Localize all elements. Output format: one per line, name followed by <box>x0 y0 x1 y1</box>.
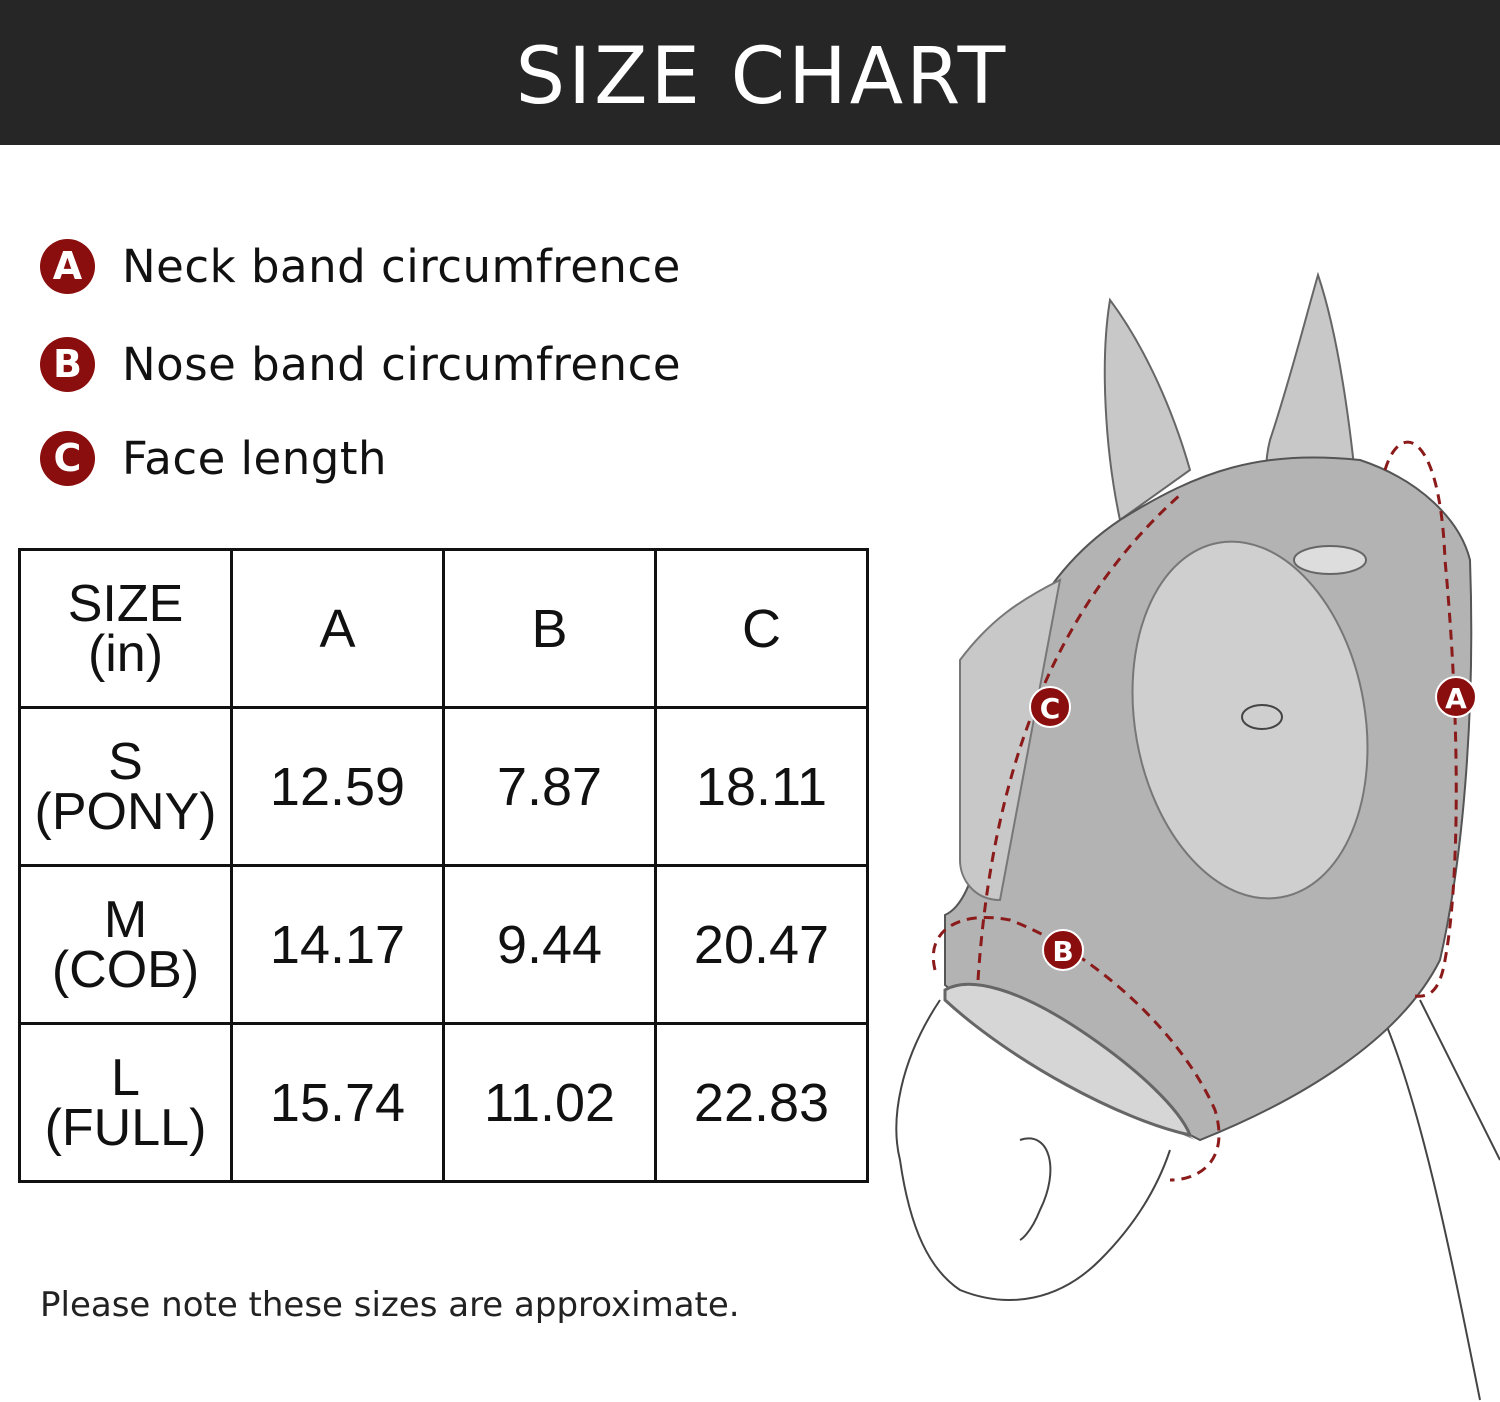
header-size: SIZE (in) <box>18 548 233 709</box>
table-header-row: SIZE (in) A B C <box>18 548 869 709</box>
marker-b: B <box>1042 929 1084 971</box>
table-row: L (FULL) 15.74 11.02 22.83 <box>18 1022 869 1183</box>
size-cell: S (PONY) <box>18 706 233 867</box>
cell-c: 22.83 <box>654 1022 869 1183</box>
marker-a: A <box>1435 676 1477 718</box>
cell-b: 7.87 <box>442 706 657 867</box>
header-bar: SIZE CHART <box>0 0 1500 145</box>
legend-item-b: B Nose band circumfrence <box>40 334 681 394</box>
cell-a: 12.59 <box>230 706 445 867</box>
header-b: B <box>442 548 657 709</box>
cell-b: 9.44 <box>442 864 657 1025</box>
marker-c: C <box>1029 686 1071 728</box>
badge-c: C <box>40 430 95 486</box>
ear-hole <box>1293 545 1367 575</box>
arrow-b <box>931 915 1221 1182</box>
legend-label: Neck band circumfrence <box>122 239 681 293</box>
table-row: M (COB) 14.17 9.44 20.47 <box>18 864 869 1025</box>
legend-label: Face length <box>122 431 387 485</box>
ear-left <box>1103 297 1192 522</box>
badge-a: A <box>40 238 95 294</box>
eye-mesh <box>1131 540 1369 900</box>
header-c: C <box>654 548 869 709</box>
cell-a: 14.17 <box>230 864 445 1025</box>
legend-item-a: A Neck band circumfrence <box>40 236 681 296</box>
size-cell: L (FULL) <box>18 1022 233 1183</box>
arrow-c <box>976 493 1181 981</box>
table-row: S (PONY) 12.59 7.87 18.11 <box>18 706 869 867</box>
side-flap <box>959 578 1062 902</box>
horse-mask-illustration: C A B <box>895 271 1500 1401</box>
cell-c: 18.11 <box>654 706 869 867</box>
horse-eye <box>1241 704 1283 730</box>
svg-text:A: A <box>1445 682 1467 715</box>
disclaimer-note: Please note these sizes are approximate. <box>40 1285 740 1325</box>
cell-a: 15.74 <box>230 1022 445 1183</box>
legend-item-c: C Face length <box>40 428 387 488</box>
arrow-a <box>1383 440 1458 998</box>
page-title: SIZE CHART <box>515 32 1009 122</box>
svg-text:B: B <box>1052 935 1073 968</box>
legend-label: Nose band circumfrence <box>122 337 681 391</box>
badge-b: B <box>40 336 95 392</box>
svg-text:C: C <box>1040 692 1061 725</box>
header-a: A <box>230 548 445 709</box>
size-cell: M (COB) <box>18 864 233 1025</box>
cell-b: 11.02 <box>442 1022 657 1183</box>
nostril <box>1019 1137 1052 1241</box>
cell-c: 20.47 <box>654 864 869 1025</box>
size-table: SIZE (in) A B C S (PONY) 12.59 7.87 18.11 … <box>18 548 869 1183</box>
nose-mesh <box>943 982 1193 1138</box>
